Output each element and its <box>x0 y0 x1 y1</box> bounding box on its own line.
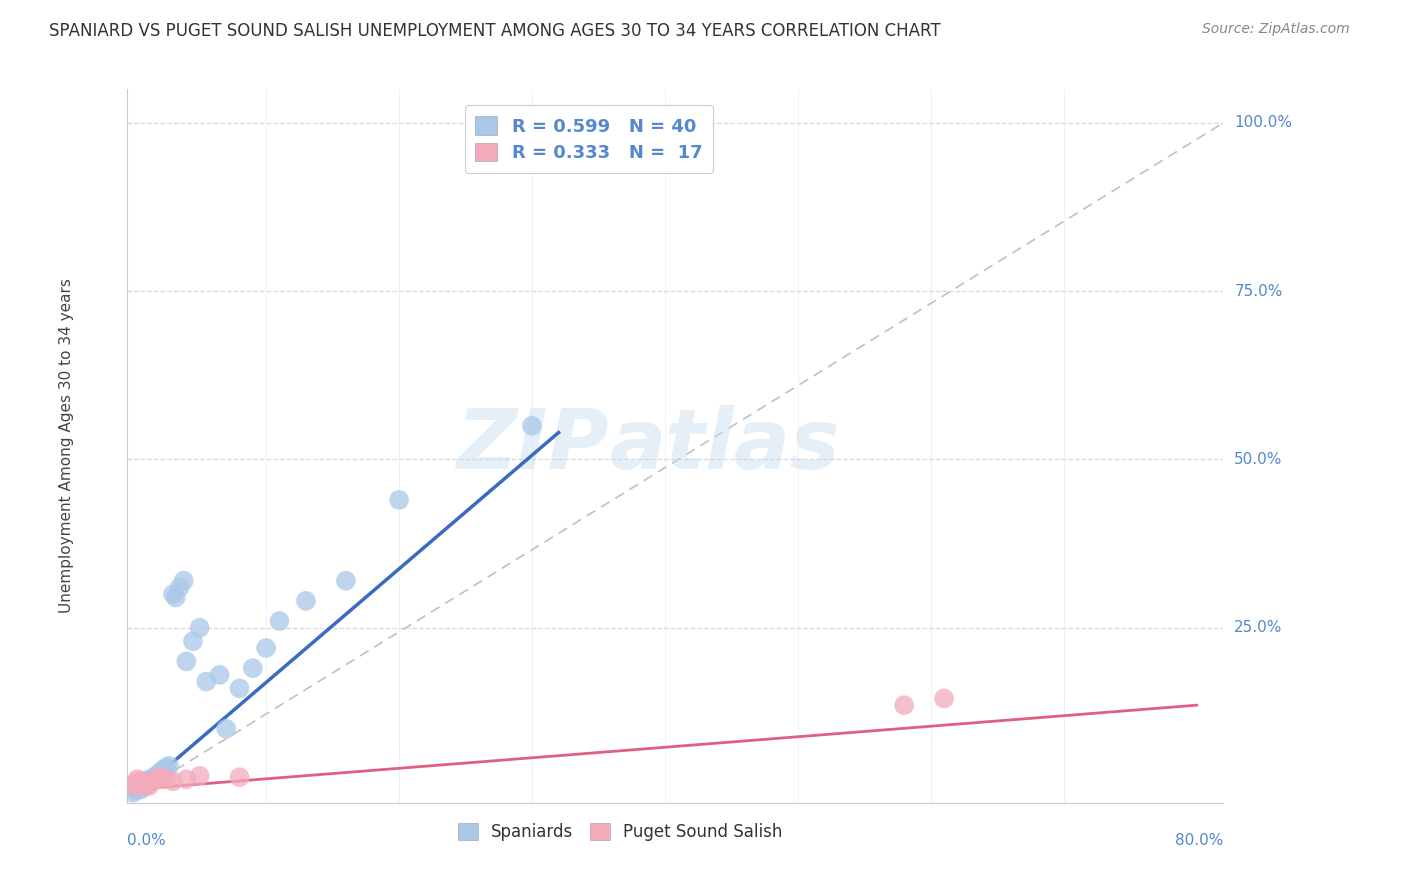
Point <box>146 772 169 787</box>
Point <box>165 591 187 605</box>
Point <box>520 418 543 433</box>
Point <box>295 594 318 608</box>
Point <box>138 779 160 793</box>
Point <box>136 774 159 789</box>
Point <box>142 772 165 787</box>
Point <box>269 614 291 628</box>
Point <box>169 580 191 594</box>
Point <box>129 782 152 797</box>
Point <box>335 574 357 588</box>
Text: 100.0%: 100.0% <box>1234 115 1292 130</box>
Point <box>215 722 238 736</box>
Point <box>145 769 167 783</box>
Point <box>149 770 172 784</box>
Point <box>135 775 157 789</box>
Point <box>143 772 166 787</box>
Point <box>125 775 148 789</box>
Point <box>176 655 198 669</box>
Point <box>152 762 174 776</box>
Point <box>228 681 250 696</box>
Point <box>149 765 172 780</box>
Point <box>188 621 211 635</box>
Point <box>893 698 915 713</box>
Point <box>181 634 204 648</box>
Point <box>146 770 169 784</box>
Text: atlas: atlas <box>609 406 839 486</box>
Text: 75.0%: 75.0% <box>1234 284 1282 299</box>
Point <box>155 761 177 775</box>
Text: 80.0%: 80.0% <box>1175 833 1223 848</box>
Point <box>150 769 173 783</box>
Point <box>131 779 153 793</box>
Text: 25.0%: 25.0% <box>1234 620 1282 635</box>
Point <box>142 774 165 789</box>
Text: 0.0%: 0.0% <box>127 833 166 848</box>
Text: SPANIARD VS PUGET SOUND SALISH UNEMPLOYMENT AMONG AGES 30 TO 34 YEARS CORRELATIO: SPANIARD VS PUGET SOUND SALISH UNEMPLOYM… <box>49 22 941 40</box>
Point <box>173 574 195 588</box>
Point <box>932 691 955 706</box>
Point <box>152 765 174 780</box>
Point <box>127 772 149 787</box>
Text: ZIP: ZIP <box>457 406 609 486</box>
Point <box>162 774 184 789</box>
Point <box>208 668 231 682</box>
Point <box>157 758 180 772</box>
Point <box>131 779 153 793</box>
Point <box>228 770 250 784</box>
Point <box>128 780 150 795</box>
Point <box>125 783 148 797</box>
Text: Source: ZipAtlas.com: Source: ZipAtlas.com <box>1202 22 1350 37</box>
Point <box>242 661 264 675</box>
Legend: Spaniards, Puget Sound Salish: Spaniards, Puget Sound Salish <box>451 816 789 848</box>
Text: 50.0%: 50.0% <box>1234 452 1282 467</box>
Point <box>127 782 149 797</box>
Point <box>388 492 411 507</box>
Point <box>138 772 160 787</box>
Point <box>155 772 177 787</box>
Text: Unemployment Among Ages 30 to 34 years: Unemployment Among Ages 30 to 34 years <box>59 278 73 614</box>
Point <box>122 779 145 793</box>
Point <box>139 775 162 789</box>
Point <box>162 587 184 601</box>
Point <box>132 777 155 791</box>
Point <box>188 769 211 783</box>
Point <box>254 640 277 655</box>
Point <box>176 772 198 787</box>
Point <box>134 779 156 793</box>
Point <box>135 775 157 789</box>
Point <box>122 786 145 800</box>
Point <box>195 674 218 689</box>
Point <box>128 774 150 789</box>
